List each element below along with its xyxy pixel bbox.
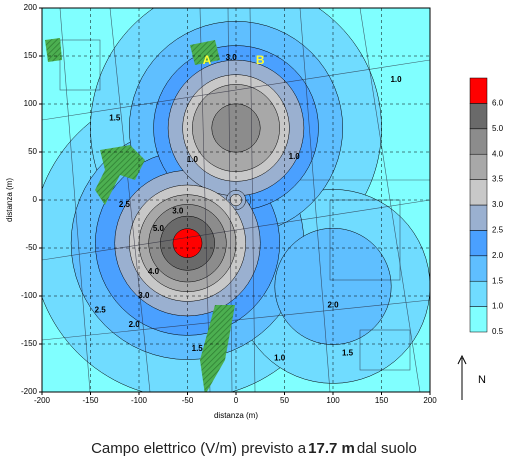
colorbar-box: [469, 230, 488, 257]
green-area: [190, 40, 220, 65]
x-tick-label: -150: [82, 396, 99, 405]
contour-label: 2.0: [129, 320, 141, 329]
y-tick-label: -150: [21, 339, 38, 348]
contour-label: 3.0: [226, 53, 238, 62]
colorbar-box: [469, 179, 488, 206]
contour-label: 2.5: [119, 200, 131, 209]
x-axis-label: distanza (m): [214, 411, 258, 420]
colorbar-label: 1.0: [492, 302, 504, 311]
colorbar-label: 5.0: [492, 124, 504, 133]
chart: distanza (m) distanza (m) N 3.0 1.0 1.5 1.0…: [5, 3, 504, 420]
green-areas: [45, 38, 235, 392]
x-tick-label: -100: [131, 396, 148, 405]
x-tick-label: 0: [234, 396, 239, 405]
colorbar-label: 3.0: [492, 200, 504, 209]
contour-label: 1.5: [192, 344, 204, 353]
y-tick-label: -100: [21, 291, 38, 300]
colorbar-label: 2.5: [492, 226, 504, 235]
y-tick-label: -200: [21, 387, 38, 396]
colorbar-label: 2.0: [492, 251, 504, 260]
x-tick-label: 100: [326, 396, 340, 405]
caption-text: Campo elettrico (V/m) previsto a: [91, 440, 307, 457]
building: [59, 39, 101, 91]
x-tick-label: 150: [375, 396, 389, 405]
colorbar-box: [469, 128, 488, 155]
contour-label: 4.0: [148, 267, 160, 276]
contour-label: 5.0: [153, 224, 165, 233]
contour-label: 1.5: [109, 114, 121, 123]
y-tick-label: 50: [28, 147, 37, 156]
site-marker: A: [203, 53, 212, 67]
contour-label: 1.5: [342, 349, 354, 358]
y-tick-label: -50: [25, 243, 37, 252]
caption: Campo elettrico (V/m) previsto a 17.7 m da…: [0, 440, 508, 457]
colorbar-box: [469, 280, 488, 307]
contour-label: 3.0: [138, 291, 150, 300]
colorbar-box: [469, 204, 488, 231]
contour-label: 1.0: [187, 155, 199, 164]
x-tick-label: -50: [182, 396, 194, 405]
x-tick-label: 50: [280, 396, 289, 405]
colorbar-box: [469, 103, 488, 130]
colorbar-box: [469, 306, 488, 333]
x-tick-label: 200: [423, 396, 437, 405]
building: [359, 329, 411, 371]
north-label: N: [478, 374, 486, 386]
contour-label: 2.5: [95, 306, 107, 315]
contour-label: 2.0: [327, 301, 339, 310]
green-area: [200, 305, 235, 392]
contour-label: 1.0: [289, 152, 301, 161]
caption-height: 17.7 m: [308, 440, 355, 457]
y-axis-label: distanza (m): [5, 178, 14, 222]
colorbar-box: [469, 255, 488, 282]
colorbar-box: [469, 153, 488, 180]
green-area: [95, 145, 145, 205]
colorbar-label: 3.5: [492, 175, 504, 184]
green-area: [45, 38, 62, 62]
y-tick-label: 100: [24, 99, 38, 108]
y-tick-label: 150: [24, 51, 38, 60]
colorbar-label: 0.5: [492, 327, 504, 336]
y-tick-label: 200: [24, 3, 38, 12]
building: [329, 199, 401, 281]
colorbar-label: 1.5: [492, 276, 504, 285]
colorbar-label: 6.0: [492, 99, 504, 108]
site-marker: B: [256, 53, 265, 67]
colorbar-label: 4.0: [492, 149, 504, 158]
north-arrow-head: [457, 354, 467, 365]
caption-text: dal suolo: [356, 440, 417, 457]
contour-label: 1.0: [390, 75, 402, 84]
colorbar-box: [469, 77, 488, 104]
x-tick-label: -200: [34, 396, 51, 405]
y-tick-label: 0: [33, 195, 38, 204]
contour-label: 1.0: [274, 354, 286, 363]
contour-label: 3.0: [172, 207, 184, 216]
